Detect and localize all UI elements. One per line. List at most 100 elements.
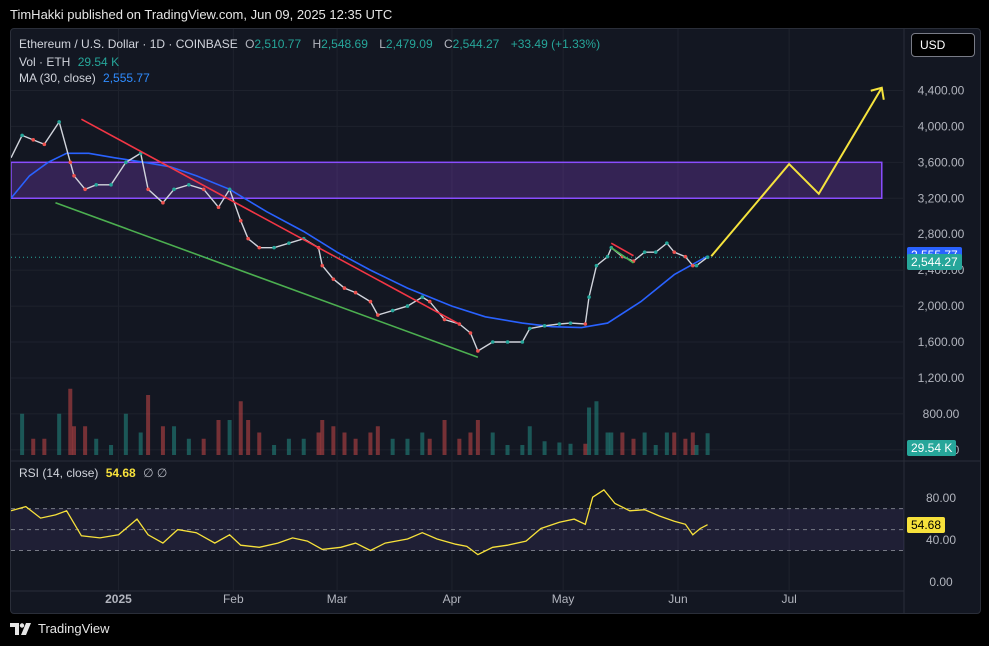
volume-bar	[583, 443, 588, 455]
price-point	[94, 182, 99, 187]
projection-arrowhead	[870, 86, 885, 100]
volume-bar	[457, 438, 462, 455]
price-point	[568, 321, 573, 325]
volume-bar	[246, 420, 251, 455]
price-tick-label: 1,200.00	[918, 371, 965, 385]
volume-value: 29.54 K	[77, 55, 120, 69]
rsi-tick-label: 0.00	[929, 575, 953, 589]
price-point	[490, 340, 495, 344]
volume-legend: Vol · ETH 29.54 K	[19, 55, 123, 69]
price-point	[161, 200, 165, 205]
price-point	[642, 250, 647, 254]
time-tick-label: 2025	[105, 592, 132, 606]
price-point	[683, 254, 688, 259]
price-point	[353, 290, 358, 295]
price-point	[257, 245, 262, 250]
price-point	[146, 187, 150, 192]
volume-bar	[390, 438, 395, 455]
volume-bar	[301, 438, 306, 455]
rsi-label: RSI (14, close)	[19, 466, 99, 480]
price-point	[31, 138, 36, 142]
time-tick-label: May	[552, 592, 575, 606]
volume-bar	[368, 432, 373, 455]
price-tick-label: 800.00	[923, 407, 960, 421]
rsi-extra: ∅ ∅	[143, 466, 168, 480]
price-point	[390, 308, 395, 313]
volume-bar	[331, 426, 336, 455]
volume-bar	[138, 432, 143, 455]
volume-bar	[216, 420, 221, 455]
volume-bar	[94, 438, 99, 455]
time-tick-label: Mar	[327, 592, 348, 606]
price-point	[83, 187, 87, 192]
price-point	[427, 299, 432, 304]
volume-bar	[320, 420, 325, 455]
volume-bar	[109, 445, 114, 455]
volume-bar	[587, 407, 592, 455]
symbol-name: Ethereum / U.S. Dollar · 1D · COINBASE	[19, 37, 238, 51]
price-point	[505, 340, 510, 344]
rsi-tick-label: 40.00	[926, 533, 956, 547]
symbol-legend: Ethereum / U.S. Dollar · 1D · COINBASE O…	[19, 37, 604, 51]
price-point	[216, 205, 221, 210]
volume-bar	[442, 420, 447, 455]
price-point	[520, 340, 525, 344]
price-point	[665, 241, 669, 245]
price-point	[672, 250, 677, 254]
volume-bar	[490, 432, 495, 455]
price-chart[interactable]: 4,400.00 4,000.00 3,600.00 3,200.00 2,800.00…	[11, 29, 980, 613]
last-price-tag: 2,544.27	[907, 254, 962, 271]
volume-bar	[342, 432, 347, 455]
chart-panel[interactable]: 4,400.00 4,000.00 3,600.00 3,200.00 2,800.00…	[10, 28, 981, 614]
price-tick-label: 4,000.00	[918, 119, 965, 133]
price-point	[694, 263, 699, 268]
volume-bar	[123, 413, 128, 455]
rsi-legend: RSI (14, close) 54.68 ∅ ∅	[19, 466, 171, 480]
volume-bar	[520, 445, 525, 455]
volume-bar	[605, 432, 610, 455]
price-point	[542, 324, 547, 328]
price-point	[557, 322, 562, 326]
price-point	[109, 182, 113, 187]
volume-bar	[286, 438, 291, 455]
price-point	[594, 263, 599, 268]
time-tick-label: Jun	[668, 592, 687, 606]
currency-button[interactable]: USD	[911, 33, 975, 57]
high-label: H	[312, 37, 322, 51]
volume-bar	[653, 445, 658, 455]
volume-bar	[609, 432, 614, 455]
price-line	[11, 120, 709, 353]
volume-bar	[468, 432, 473, 455]
ma-legend: MA (30, close) 2,555.77	[19, 71, 154, 85]
flag-support-line	[610, 247, 634, 264]
open-label: O	[245, 37, 255, 51]
volume-bar	[527, 426, 532, 455]
volume-bar	[71, 426, 76, 455]
volume-bar	[31, 438, 36, 455]
price-point	[653, 250, 658, 254]
price-point	[331, 277, 336, 281]
price-tick-label: 3,200.00	[918, 191, 965, 205]
price-point	[187, 182, 191, 187]
price-point	[124, 160, 128, 165]
volume-bar	[68, 388, 73, 455]
volume-bar	[568, 443, 573, 455]
publisher-text: TimHakki published on TradingView.com, J…	[10, 7, 393, 22]
price-tick-label: 4,400.00	[918, 83, 965, 97]
high-value: 2,548.69	[321, 37, 368, 51]
change-value: +33.49 (+1.33%)	[510, 37, 601, 51]
price-point	[405, 304, 410, 308]
rsi-value: 54.68	[105, 466, 136, 480]
price-point	[376, 313, 380, 317]
price-tick-label: 2,000.00	[918, 299, 965, 313]
rsi-line	[11, 489, 708, 556]
volume-bar	[690, 432, 695, 455]
price-point	[72, 173, 76, 178]
close-value: 2,544.27	[452, 37, 500, 51]
volume-label: Vol · ETH	[19, 55, 71, 69]
rsi-tick-label: 80.00	[926, 491, 956, 505]
low-label: L	[379, 37, 386, 51]
volume-bar	[620, 432, 625, 455]
price-point	[527, 326, 532, 331]
volume-bar	[353, 438, 358, 455]
